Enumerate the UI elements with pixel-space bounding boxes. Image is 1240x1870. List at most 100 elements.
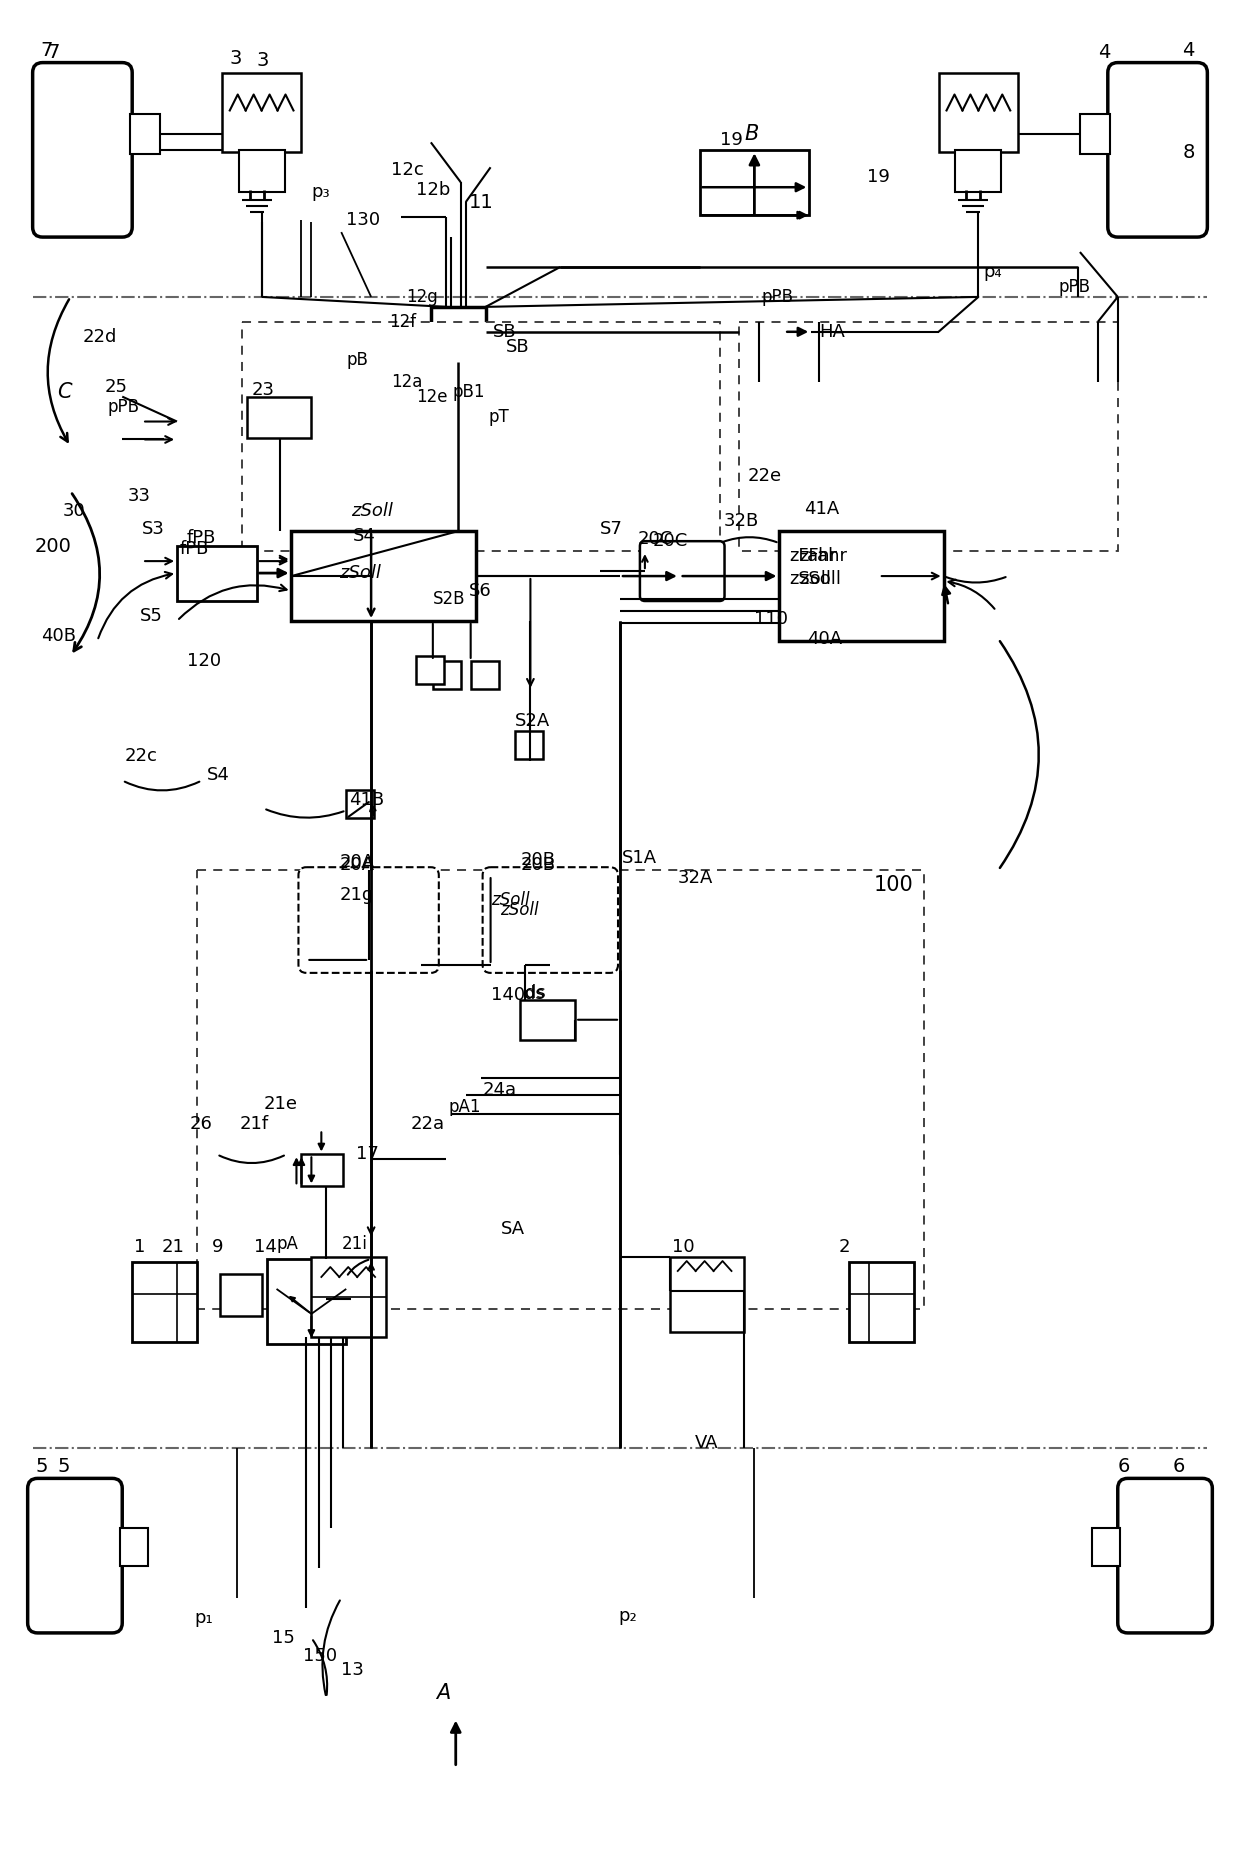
Text: S5: S5 [140,608,162,625]
Text: 5: 5 [57,1457,69,1475]
Bar [197,870,924,1309]
Text: 20A: 20A [340,853,374,871]
Text: S3: S3 [143,520,165,539]
Text: fPB: fPB [180,540,210,557]
FancyBboxPatch shape [299,868,439,972]
Text: pB: pB [346,352,368,368]
Text: ds: ds [525,985,546,1002]
Text: 20B: 20B [521,856,556,873]
Bar [699,150,810,215]
Text: 3: 3 [257,50,269,69]
Text: 100: 100 [874,875,914,896]
Text: zSoll: zSoll [501,901,539,918]
Text: 19: 19 [719,131,743,150]
Text: 20C: 20C [652,533,688,550]
Text: 15: 15 [272,1629,294,1647]
Text: 10: 10 [672,1238,694,1257]
Text: pT: pT [489,408,510,426]
Text: VA: VA [694,1434,718,1453]
Text: 200: 200 [35,537,72,555]
FancyBboxPatch shape [1117,1479,1213,1633]
Text: 21e: 21e [264,1096,298,1113]
Bar [1092,1528,1120,1565]
Text: 12b: 12b [415,181,450,200]
Text: 22a: 22a [410,1115,445,1133]
Text: 23: 23 [252,381,274,398]
Bar [516,731,543,759]
Text: A: A [435,1683,450,1704]
Text: pPB: pPB [761,288,794,307]
Text: B: B [744,125,759,144]
Text: C: C [57,381,72,402]
FancyBboxPatch shape [482,868,618,972]
Text: zSoll: zSoll [789,570,831,587]
Text: p₁: p₁ [193,1608,213,1627]
Bar [346,791,374,819]
Bar [939,73,1018,151]
Text: p₃: p₃ [311,183,330,202]
Text: S2B: S2B [433,591,465,608]
Text: pPB: pPB [1058,279,1090,295]
Text: 26: 26 [190,1115,213,1133]
Bar [267,1259,346,1345]
Text: 6: 6 [1173,1457,1185,1475]
Bar [301,1154,343,1186]
Text: zFahr: zFahr [800,548,847,565]
Text: SB: SB [506,338,529,355]
Bar [415,656,444,684]
Bar [739,322,1117,552]
Text: 17: 17 [356,1144,379,1163]
Bar [130,114,160,155]
Text: 21g: 21g [340,886,373,903]
Bar [433,660,461,688]
Text: S7: S7 [600,520,622,539]
Bar [311,1257,386,1337]
Bar [779,531,944,641]
Bar [219,1273,262,1316]
Text: ds: ds [526,984,546,1002]
Text: 150: 150 [304,1647,337,1664]
Text: 7: 7 [41,41,53,60]
Text: 3: 3 [229,49,242,67]
Text: S4: S4 [207,767,229,785]
Text: 110: 110 [754,610,789,628]
Bar [222,73,301,151]
Text: 21i: 21i [341,1234,367,1253]
Text: 6: 6 [1117,1457,1130,1475]
Text: S6: S6 [469,582,491,600]
Text: 21f: 21f [239,1115,269,1133]
Text: 32B: 32B [723,512,759,531]
Text: 33: 33 [128,488,150,505]
Text: S2A: S2A [515,712,549,729]
Text: 20B: 20B [521,851,556,870]
Text: 20A: 20A [340,856,374,873]
Text: pA1: pA1 [449,1098,481,1116]
Text: fPB: fPB [187,529,216,548]
Text: 22e: 22e [748,468,781,486]
Text: 22d: 22d [82,327,117,346]
Bar [849,1262,914,1343]
Bar [133,1262,197,1343]
Text: zFahr: zFahr [789,548,837,565]
Text: SA: SA [501,1219,525,1238]
Text: pA: pA [277,1234,299,1253]
Text: 9: 9 [212,1238,223,1257]
Bar [956,150,1001,193]
Text: 25: 25 [104,378,128,396]
Text: pB1: pB1 [453,383,485,400]
Text: 12a: 12a [391,372,423,391]
Bar [120,1528,148,1565]
Text: 41B: 41B [350,791,384,810]
Text: p₂: p₂ [618,1606,637,1625]
Bar [239,150,284,193]
Bar [471,660,498,688]
Bar [291,531,476,621]
FancyBboxPatch shape [32,62,133,237]
Text: p₄: p₄ [983,264,1002,280]
Text: 120: 120 [187,653,221,669]
Text: 13: 13 [341,1661,365,1679]
Bar [430,307,486,361]
Text: SB: SB [492,324,516,340]
Text: 130: 130 [346,211,381,230]
FancyBboxPatch shape [27,1479,123,1633]
